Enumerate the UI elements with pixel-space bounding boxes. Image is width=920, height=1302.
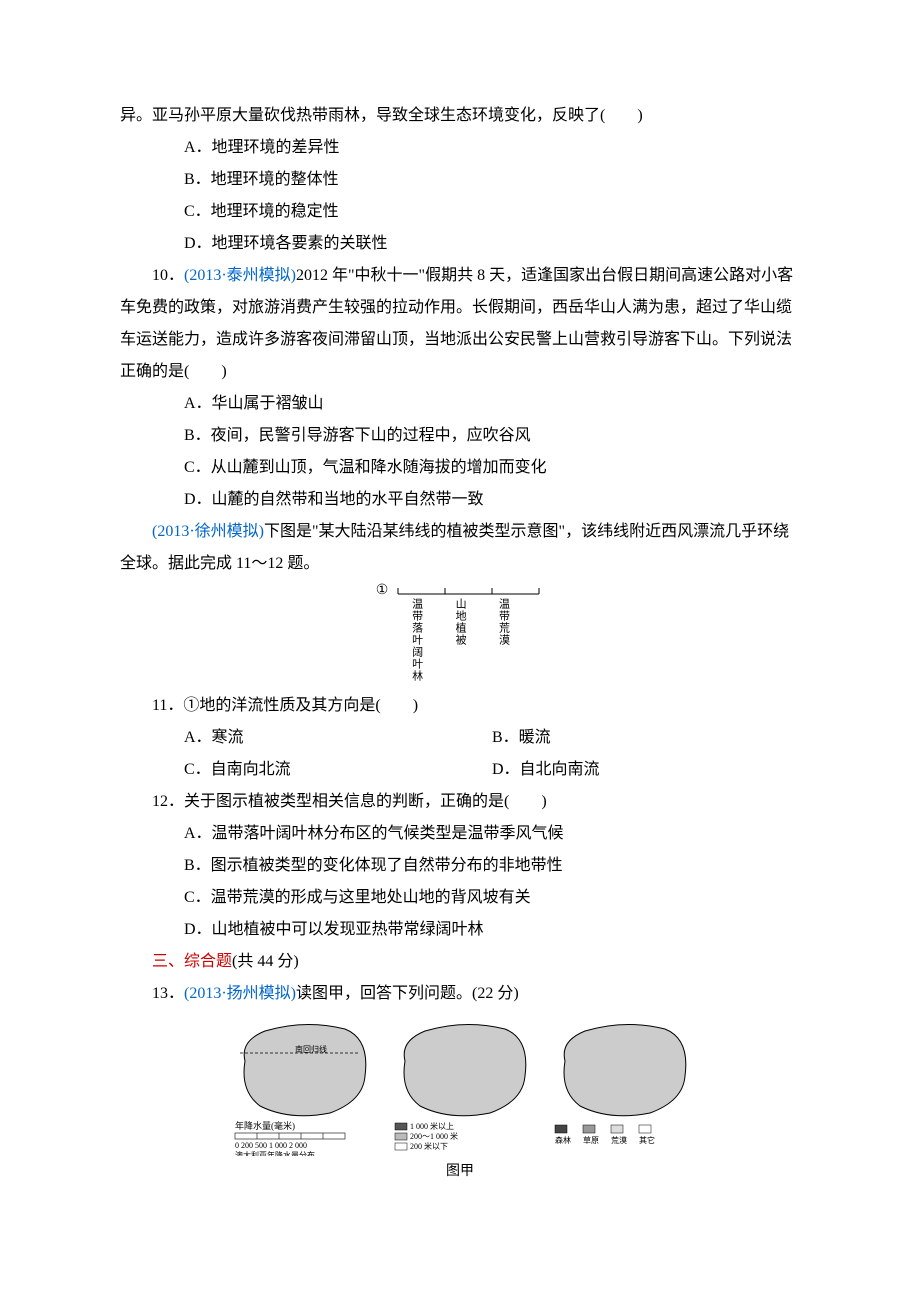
stem-11-12: (2013·徐州模拟)下图是"某大陆沿某纬线的植被类型示意图"，该纬线附近西风漂…	[120, 516, 800, 580]
australia-triptych: 南回归线 年降水量(毫米) 0 200 500 1 000 2 000 澳大利亚…	[120, 1016, 800, 1156]
section3-tail: (共 44 分)	[232, 953, 299, 970]
q10-opt-a: A．华山属于褶皱山	[120, 388, 800, 420]
panel1-scale: 0 200 500 1 000 2 000	[235, 1141, 307, 1150]
panel2-leg-1: 200～1 000 米	[410, 1131, 458, 1141]
prev-opt-c: C．地理环境的稳定性	[120, 196, 800, 228]
q12-opt-c: C．温带荒漠的形成与这里地处山地的背风坡有关	[120, 882, 800, 914]
australia-triptych-svg: 南回归线 年降水量(毫米) 0 200 500 1 000 2 000 澳大利亚…	[225, 1016, 695, 1156]
diagram1-label-2: 温带荒漠	[495, 598, 510, 682]
q12-opt-b: B．图示植被类型的变化体现了自然带分布的非地带性	[120, 850, 800, 882]
diagram1-circle-label: ①	[376, 584, 389, 598]
q11-opt-c: C．自南向北流	[184, 754, 492, 786]
prev-page-tail: 异。亚马孙平原大量砍伐热带雨林，导致全球生态环境变化，反映了( )	[120, 100, 800, 132]
q12-opt-d: D．山地植被中可以发现亚热带常绿阔叶林	[120, 914, 800, 946]
prev-opt-b: B．地理环境的整体性	[120, 164, 800, 196]
panel2-leg-2: 200 米以下	[410, 1141, 448, 1151]
section3-heading: 三、综合题(共 44 分)	[120, 946, 800, 978]
q10-stem: 10．(2013·泰州模拟)2012 年"中秋十一"假期共 8 天，适逢国家出台…	[120, 260, 800, 388]
q11-stem: 11．①地的洋流性质及其方向是( )	[120, 690, 800, 722]
q10-opt-d: D．山麓的自然带和当地的水平自然带一致	[120, 484, 800, 516]
prev-opt-a: A．地理环境的差异性	[120, 132, 800, 164]
panel3-leg-3: 其它	[639, 1135, 655, 1145]
prev-opt-d: D．地理环境各要素的关联性	[120, 228, 800, 260]
diagram2-caption: 图甲	[120, 1158, 800, 1186]
panel2-leg-0: 1 000 米以上	[410, 1121, 454, 1131]
vegetation-diagram: ① 温带落叶阔叶林 山地植被 温带荒漠	[120, 584, 800, 682]
q13-text: 读图甲，回答下列问题。(22 分)	[296, 985, 519, 1002]
panel1-title: 澳大利亚年降水量分布	[235, 1150, 315, 1156]
section3-title: 三、综合题	[152, 953, 232, 970]
q11-opt-b: B．暖流	[492, 722, 800, 754]
diagram1-label-1: 山地植被	[452, 598, 467, 682]
q11-opt-d: D．自北向南流	[492, 754, 800, 786]
diagram1-axis	[394, 584, 544, 598]
q12-opt-a: A．温带落叶阔叶林分布区的气候类型是温带季风气候	[120, 818, 800, 850]
q13-stem: 13．(2013·扬州模拟)读图甲，回答下列问题。(22 分)	[120, 978, 800, 1010]
q11-row2: C．自南向北流 D．自北向南流	[120, 754, 800, 786]
q10-number: 10．	[152, 267, 184, 284]
panel3-leg-0: 森林	[555, 1135, 571, 1145]
q10-opt-b: B．夜间，民警引导游客下山的过程中，应吹谷风	[120, 420, 800, 452]
q13-number: 13．	[152, 985, 184, 1002]
stem-11-12-source: (2013·徐州模拟)	[152, 523, 264, 540]
q10-source: (2013·泰州模拟)	[184, 267, 296, 284]
panel3-leg-2: 荒漠	[611, 1135, 627, 1145]
diagram1-label-0: 温带落叶阔叶林	[408, 598, 423, 682]
panel1-legend-title: 年降水量(毫米)	[235, 1120, 295, 1131]
diagram1-labels: 温带落叶阔叶林 山地植被 温带荒漠	[394, 598, 544, 682]
q10-opt-c: C．从山麓到山顶，气温和降水随海拔的增加而变化	[120, 452, 800, 484]
q11-opt-a: A．寒流	[184, 722, 492, 754]
panel3-leg-1: 草原	[583, 1135, 599, 1145]
q13-source: (2013·扬州模拟)	[184, 985, 296, 1002]
q11-row1: A．寒流 B．暖流	[120, 722, 800, 754]
q12-stem: 12．关于图示植被类型相关信息的判断，正确的是( )	[120, 786, 800, 818]
svg-text:南回归线: 南回归线	[295, 1044, 327, 1054]
